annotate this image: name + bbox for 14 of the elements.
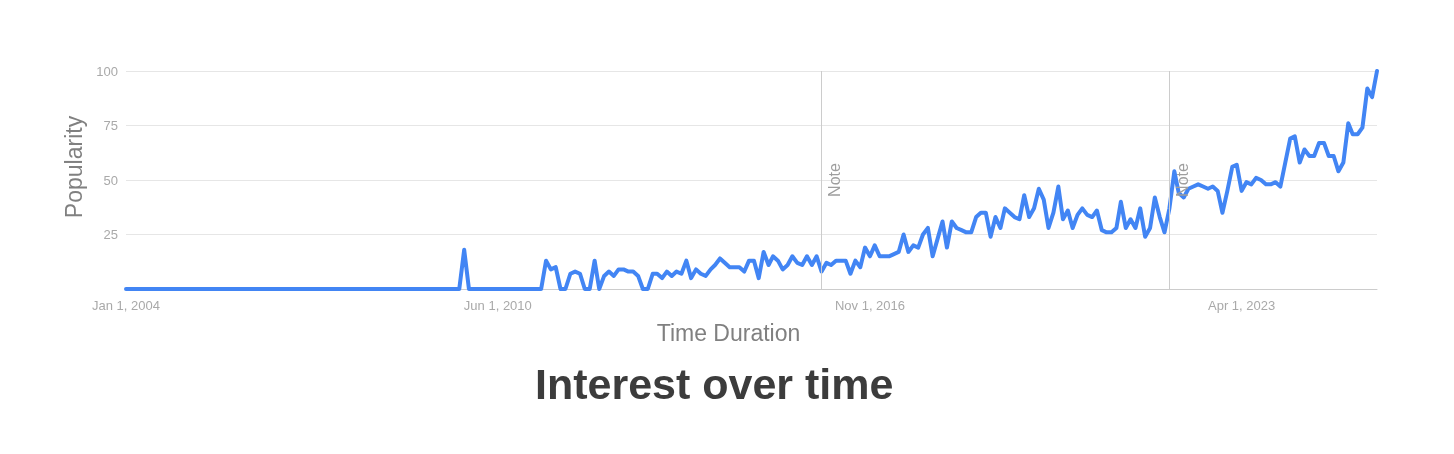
ref-line-label: Note <box>1173 163 1191 197</box>
x-tick-label: Apr 1, 2023 <box>1208 298 1276 313</box>
x-axis-title: Time Duration <box>656 319 801 346</box>
text: Interest over time <box>535 359 894 408</box>
x-tick-label: Jun 1, 2010 <box>463 298 532 313</box>
x-tick-label: Nov 1, 2016 <box>834 298 906 313</box>
y-tick-label: 25 <box>103 227 118 242</box>
y-tick-label: 75 <box>103 118 118 133</box>
line-series <box>124 69 1379 291</box>
y-tick-label: 50 <box>103 172 118 188</box>
y-tick-label: 100 <box>96 63 118 79</box>
ref-line-label: Note <box>826 163 844 197</box>
y-axis-title: Popularity <box>60 115 87 219</box>
x-tick-label: Jan 1, 2004 <box>92 298 160 313</box>
